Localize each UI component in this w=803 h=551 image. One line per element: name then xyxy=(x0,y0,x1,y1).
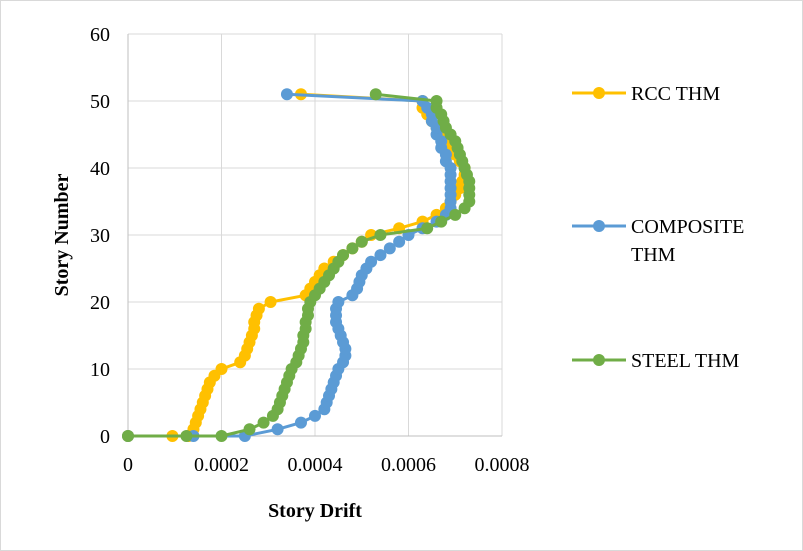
data-point xyxy=(252,302,265,315)
y-tick-label: 50 xyxy=(90,91,110,113)
data-point xyxy=(122,430,134,442)
legend-marker xyxy=(593,220,605,232)
legend-item: COMPOSITE THM xyxy=(572,216,744,266)
data-point xyxy=(180,430,193,442)
legend-item: STEEL THM xyxy=(572,350,740,372)
data-point xyxy=(430,95,443,107)
legend-marker xyxy=(593,87,605,99)
legend-marker xyxy=(593,354,605,366)
data-point xyxy=(332,296,345,308)
data-point xyxy=(435,215,448,228)
x-tick-label: 0.0008 xyxy=(475,454,530,476)
data-point xyxy=(264,296,277,308)
x-axis-title: Story Drift xyxy=(268,500,362,522)
x-tick-label: 0 xyxy=(123,454,133,476)
y-tick-label: 0 xyxy=(100,426,110,448)
data-point xyxy=(294,416,307,429)
data-point xyxy=(383,242,396,255)
legend-item: RCC THM xyxy=(572,83,720,105)
legend-label: COMPOSITE xyxy=(631,216,744,238)
data-point xyxy=(346,242,359,255)
y-tick-label: 10 xyxy=(90,359,110,381)
y-tick-label: 60 xyxy=(90,24,110,46)
data-point xyxy=(309,409,321,422)
y-tick-label: 40 xyxy=(90,158,110,180)
data-point xyxy=(421,222,434,235)
data-point xyxy=(243,423,256,436)
y-tick-label: 30 xyxy=(90,225,110,247)
series-steel-thm xyxy=(122,88,476,442)
legend: RCC THM COMPOSITE THM STEEL THM xyxy=(572,83,744,372)
series-rcc-thm xyxy=(122,88,471,442)
legend-label: RCC THM xyxy=(631,83,720,105)
series-line xyxy=(128,92,471,438)
y-axis-title: Story Number xyxy=(51,173,73,296)
series-line xyxy=(128,92,467,438)
series-composite-thm xyxy=(122,88,457,442)
x-tick-label: 0.0002 xyxy=(194,454,249,476)
y-tick-labels: 0 10 20 30 40 50 60 xyxy=(90,24,110,448)
data-point xyxy=(215,430,228,442)
data-point xyxy=(355,235,368,248)
y-tick-label: 20 xyxy=(90,292,110,314)
data-point xyxy=(369,88,382,101)
data-point xyxy=(449,208,462,221)
data-point xyxy=(280,88,293,101)
x-tick-label: 0.0006 xyxy=(381,454,436,476)
legend-label: STEEL THM xyxy=(631,350,740,372)
legend-label: THM xyxy=(631,244,676,266)
data-point xyxy=(257,416,270,429)
x-tick-labels: 0 0.0002 0.0004 0.0006 0.0008 xyxy=(123,454,530,476)
data-point xyxy=(374,229,387,241)
data-point xyxy=(393,235,406,248)
series-group xyxy=(122,88,476,442)
data-point xyxy=(365,255,378,268)
data-point xyxy=(374,249,387,262)
data-point xyxy=(271,423,284,436)
data-point xyxy=(215,363,228,375)
data-point xyxy=(337,249,350,262)
x-tick-label: 0.0004 xyxy=(288,454,343,476)
